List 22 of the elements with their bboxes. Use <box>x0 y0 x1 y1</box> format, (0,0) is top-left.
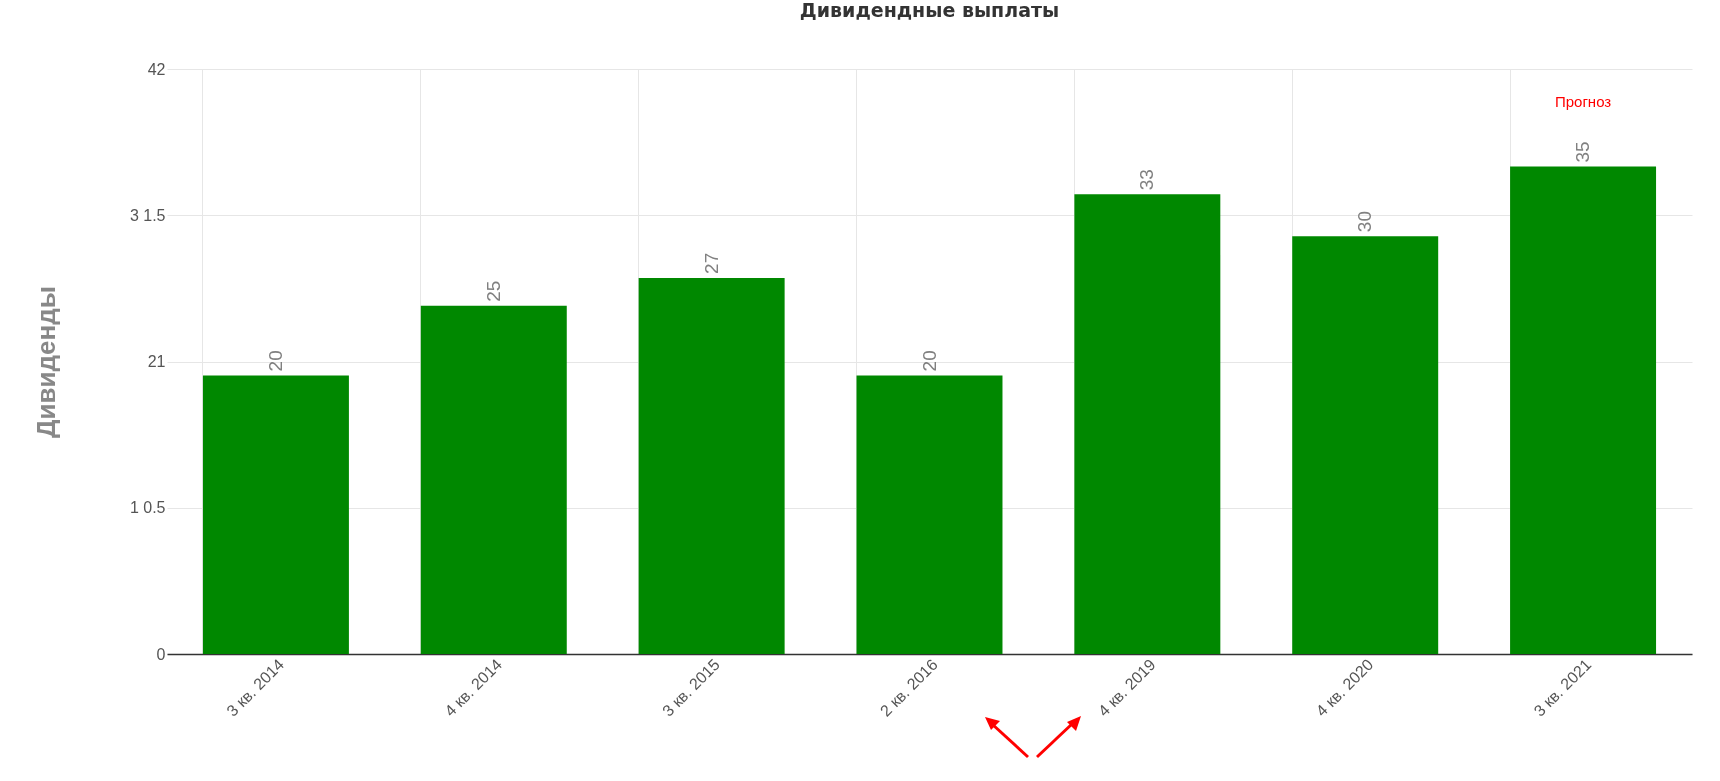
annotation: Прогноз <box>1554 93 1612 110</box>
y-tick-label: 21 <box>147 353 166 370</box>
bar <box>1292 236 1439 654</box>
bar <box>1510 166 1657 654</box>
y-axis-title: Дивиденды <box>30 286 61 438</box>
data-label: 33 <box>1136 169 1158 191</box>
bar <box>856 375 1003 654</box>
data-label: 20 <box>264 350 286 372</box>
data-label: 27 <box>700 252 722 274</box>
bar <box>202 375 349 654</box>
bar <box>638 277 785 654</box>
y-tick-label: 3 1.5 <box>129 206 166 224</box>
chart-title: Дивидендные выплаты <box>799 0 1060 21</box>
data-label: 35 <box>1572 141 1594 163</box>
y-tick-label: 0 <box>156 645 166 663</box>
bar <box>420 305 567 654</box>
y-tick-label: 1 0.5 <box>129 499 166 517</box>
y-tick-label: 42 <box>147 60 166 78</box>
bar <box>1074 194 1221 654</box>
data-label: 30 <box>1354 211 1376 233</box>
data-label: 20 <box>918 350 940 372</box>
data-label: 25 <box>482 280 504 302</box>
